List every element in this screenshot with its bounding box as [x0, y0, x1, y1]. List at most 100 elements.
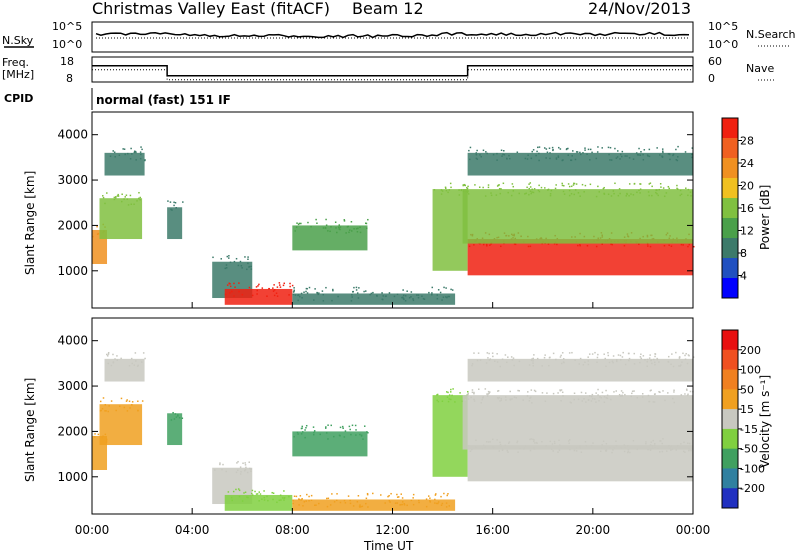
- power-echo-speckle: [283, 282, 286, 285]
- power-echo-speckle: [480, 155, 482, 158]
- velocity-echo-speckle: [591, 397, 594, 400]
- power-echo-speckle: [546, 151, 549, 154]
- velocity-echo-speckle: [450, 388, 452, 391]
- velocity-echo-speckle: [446, 494, 448, 497]
- power-echo-speckle: [448, 189, 451, 191]
- velocity-echo-speckle: [181, 417, 184, 419]
- power-echo-speckle: [248, 286, 251, 289]
- velocity-echo-speckle: [347, 495, 350, 497]
- velocity-echo-speckle: [504, 396, 507, 398]
- velocity-echo-speckle: [297, 433, 299, 435]
- velocity-colorbar-swatch: [722, 488, 738, 509]
- power-echo-speckle: [402, 296, 404, 299]
- velocity-echo-speckle: [613, 391, 615, 393]
- power-echo-speckle: [624, 155, 626, 157]
- velocity-echo-speckle: [489, 358, 492, 360]
- power-echo-speckle: [628, 183, 631, 185]
- power-echo-speckle: [306, 292, 309, 294]
- power-echo-speckle: [638, 189, 640, 192]
- velocity-echo-speckle: [546, 392, 548, 394]
- power-echo-speckle: [648, 183, 651, 185]
- velocity-echo-speckle: [396, 493, 398, 496]
- power-echo-speckle: [406, 290, 408, 292]
- power-echo-speckle: [490, 243, 492, 245]
- velocity-colorbar-swatch: [722, 428, 738, 450]
- velocity-echo-speckle: [243, 469, 246, 472]
- velocity-echo-speckle: [267, 499, 269, 502]
- power-echo-speckle: [595, 245, 598, 248]
- power-echo-speckle: [568, 189, 571, 192]
- power-echo-speckle: [276, 295, 279, 297]
- power-echo-speckle: [680, 243, 683, 246]
- power-echo-speckle: [464, 184, 467, 187]
- velocity-colorbar: 200 100 50 15 -15 -50 -100 -200: [721, 329, 765, 509]
- velocity-echo-speckle: [680, 394, 683, 396]
- velocity-echo-speckle: [682, 450, 685, 453]
- velocity-echo-speckle: [324, 427, 327, 429]
- velocity-echo-speckle: [357, 495, 360, 497]
- power-echo-speckle: [467, 185, 469, 188]
- power-echo-speckle: [381, 298, 383, 301]
- power-echo-speckle: [476, 149, 478, 152]
- power-echo-speckle: [665, 192, 668, 194]
- velocity-echo-speckle: [242, 462, 244, 465]
- power-echo-speckle: [133, 150, 136, 153]
- power-echo-speckle: [576, 151, 579, 153]
- power-echo-speckle: [689, 191, 692, 193]
- power-echo-speckle: [557, 146, 560, 149]
- velocity-echo-speckle: [482, 396, 485, 398]
- nave-tick-low: 0: [708, 72, 715, 85]
- power-echo-speckle: [496, 159, 498, 161]
- power-echo-speckle: [527, 154, 529, 156]
- power-echo-speckle: [512, 185, 515, 188]
- velocity-echo-speckle: [105, 410, 107, 412]
- power-colorbar-swatch: [722, 158, 738, 179]
- velocity-echo-speckle: [675, 449, 677, 451]
- velocity-echo-speckle: [488, 352, 490, 355]
- power-echo-speckle: [445, 187, 447, 190]
- velocity-echo-speckle: [507, 451, 509, 453]
- velocity-echo-speckle: [126, 399, 128, 401]
- velocity-echo-speckle: [486, 352, 489, 354]
- velocity-echo-speckle: [362, 438, 364, 440]
- power-echo-speckle: [550, 189, 553, 192]
- velocity-echo-speckle: [476, 359, 479, 362]
- velocity-echo-speckle: [487, 357, 489, 359]
- velocity-echo-speckle: [681, 361, 683, 363]
- power-echo-speckle: [440, 193, 443, 195]
- velocity-echo-speckle: [387, 495, 389, 498]
- x-tick-label: 00:00: [676, 523, 711, 537]
- velocity-echo-speckle: [116, 359, 118, 361]
- power-echo-speckle: [466, 186, 468, 189]
- velocity-echo-speckle: [471, 364, 473, 367]
- power-echo-speckle: [570, 185, 573, 188]
- power-echo-speckle: [579, 195, 581, 197]
- power-echo-speckle: [332, 289, 334, 292]
- power-echo-speckle: [412, 299, 415, 302]
- velocity-echo-speckle: [650, 359, 652, 362]
- power-colorbar-tick-label: 4: [740, 270, 747, 283]
- station-title: Christmas Valley East (fitACF): [92, 0, 330, 18]
- freq-unit: [MHz]: [2, 68, 34, 81]
- velocity-echo-speckle: [459, 392, 461, 394]
- velocity-echo-speckle: [327, 497, 330, 500]
- power-echo-speckle: [282, 284, 285, 287]
- velocity-echo-speckle: [548, 356, 551, 359]
- velocity-echo-speckle: [679, 365, 681, 367]
- power-echo-speckle: [575, 151, 578, 153]
- power-echo-speckle: [310, 225, 312, 228]
- velocity-echo-speckle: [584, 392, 587, 394]
- velocity-echo-speckle: [237, 469, 239, 472]
- velocity-echo-speckle: [451, 394, 453, 397]
- power-echo-speckle: [530, 157, 533, 160]
- power-echo-region: [467, 152, 693, 176]
- power-echo-speckle: [327, 230, 329, 232]
- power-echo-speckle: [257, 285, 259, 287]
- power-echo-speckle: [586, 153, 588, 156]
- power-echo-speckle: [643, 149, 646, 151]
- velocity-echo-speckle: [97, 433, 100, 436]
- power-colorbar-swatch: [722, 258, 738, 279]
- velocity-echo-speckle: [131, 404, 133, 406]
- velocity-echo-speckle: [595, 401, 597, 403]
- power-echo-speckle: [570, 192, 573, 195]
